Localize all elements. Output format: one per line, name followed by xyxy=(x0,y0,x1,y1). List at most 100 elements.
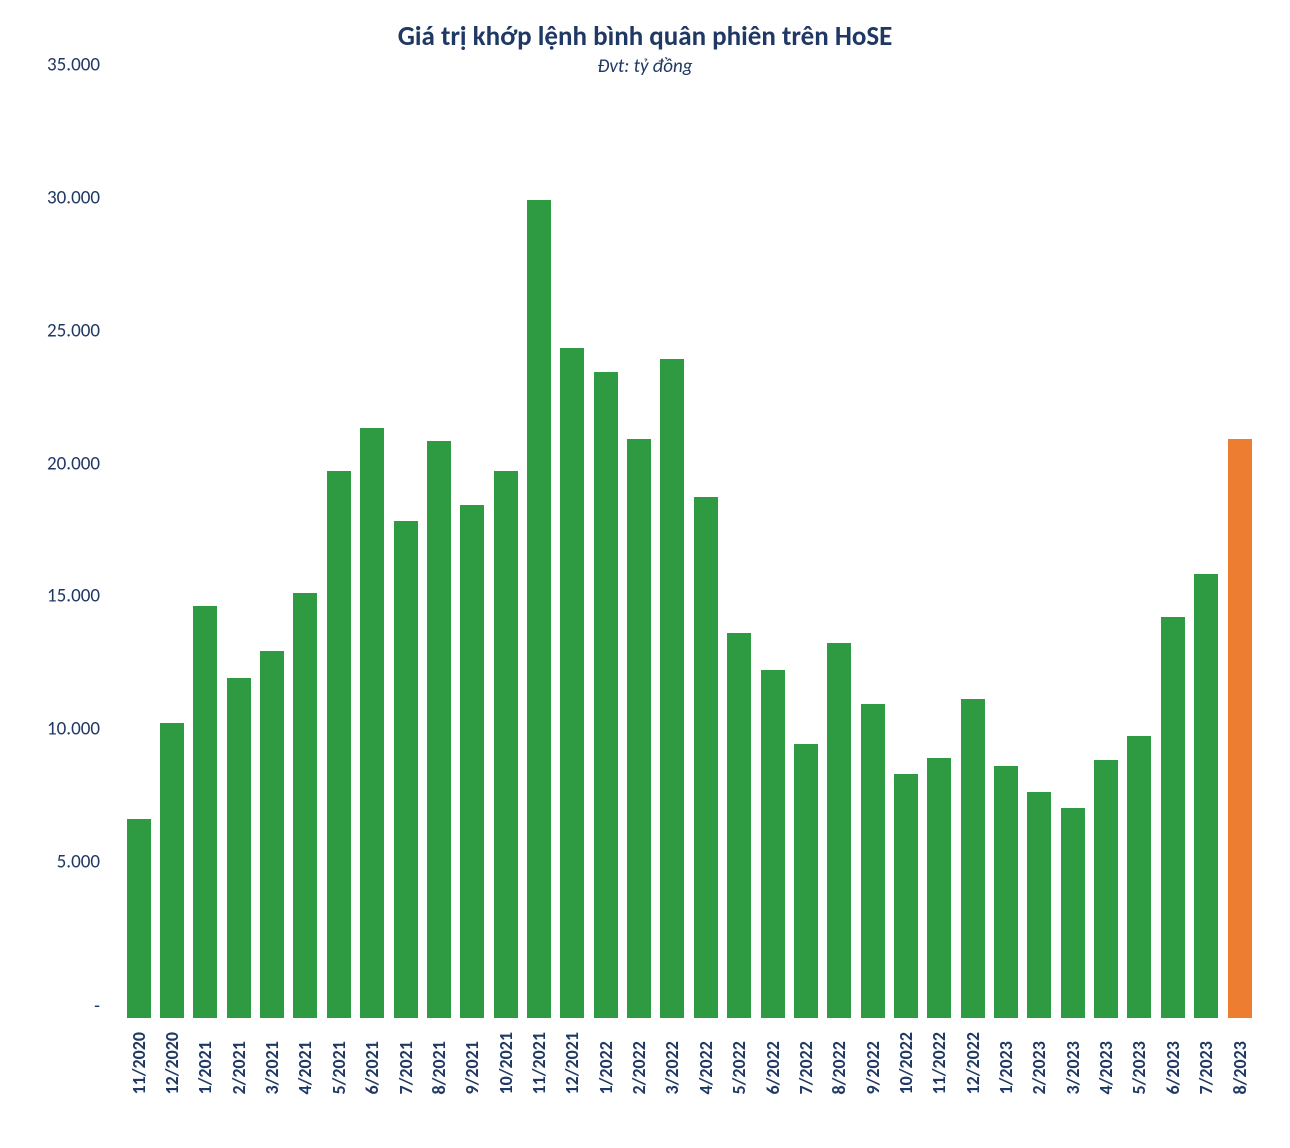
x-tick-label: 5/2023 xyxy=(1128,1032,1150,1094)
bar xyxy=(861,704,885,1018)
x-tick-slot: 8/2023 xyxy=(1223,1032,1256,1094)
x-tick-label: 7/2021 xyxy=(395,1032,417,1094)
bar-slot xyxy=(1123,88,1156,1018)
bar-slot xyxy=(656,88,689,1018)
x-axis: 11/202012/20201/20212/20213/20214/20215/… xyxy=(118,1032,1260,1094)
bar-slot xyxy=(989,88,1022,1018)
x-tick-label: 8/2023 xyxy=(1229,1032,1251,1094)
x-tick-label: 12/2022 xyxy=(962,1032,984,1094)
y-tick-label: 5.000 xyxy=(57,851,100,874)
x-tick-slot: 7/2023 xyxy=(1190,1032,1223,1094)
bar xyxy=(494,471,518,1018)
x-tick-slot: 11/2021 xyxy=(522,1032,555,1094)
x-tick-slot: 11/2022 xyxy=(923,1032,956,1094)
bar-slot xyxy=(422,88,455,1018)
bar-slot xyxy=(956,88,989,1018)
x-tick-label: 1/2023 xyxy=(995,1032,1017,1094)
y-tick-label: 20.000 xyxy=(47,452,100,475)
x-tick-slot: 3/2023 xyxy=(1056,1032,1089,1094)
bar-slot xyxy=(1190,88,1223,1018)
bar-slot xyxy=(322,88,355,1018)
x-tick-slot: 2/2021 xyxy=(222,1032,255,1094)
x-tick-slot: 1/2023 xyxy=(989,1032,1022,1094)
x-tick-label: 9/2021 xyxy=(461,1032,483,1094)
y-tick-label: 15.000 xyxy=(47,585,100,608)
y-tick-label: 30.000 xyxy=(47,186,100,209)
x-tick-slot: 3/2022 xyxy=(656,1032,689,1094)
x-tick-slot: 4/2022 xyxy=(689,1032,722,1094)
x-tick-label: 1/2022 xyxy=(595,1032,617,1094)
x-tick-slot: 9/2022 xyxy=(856,1032,889,1094)
x-tick-slot: 7/2022 xyxy=(789,1032,822,1094)
x-tick-label: 12/2021 xyxy=(561,1032,583,1094)
bar xyxy=(227,678,251,1018)
x-tick-slot: 12/2022 xyxy=(956,1032,989,1094)
x-tick-slot: 1/2021 xyxy=(189,1032,222,1094)
bar-slot xyxy=(722,88,755,1018)
x-tick-label: 9/2022 xyxy=(862,1032,884,1094)
bar-slot xyxy=(923,88,956,1018)
bar-slot xyxy=(1056,88,1089,1018)
bar xyxy=(527,200,551,1018)
bar xyxy=(894,774,918,1018)
bar xyxy=(1061,808,1085,1018)
bar xyxy=(761,670,785,1018)
bar-slot xyxy=(356,88,389,1018)
bar-slot xyxy=(389,88,422,1018)
bar xyxy=(427,441,451,1018)
bar xyxy=(127,819,151,1018)
bar xyxy=(594,372,618,1018)
bar xyxy=(193,606,217,1018)
bar xyxy=(560,348,584,1018)
bar-slot xyxy=(1223,88,1256,1018)
bar xyxy=(1027,792,1051,1018)
bar xyxy=(293,593,317,1018)
x-tick-slot: 9/2021 xyxy=(456,1032,489,1094)
bar-slot xyxy=(689,88,722,1018)
x-tick-label: 2/2021 xyxy=(228,1032,250,1094)
x-tick-label: 5/2021 xyxy=(328,1032,350,1094)
bar-slot xyxy=(756,88,789,1018)
bar xyxy=(460,505,484,1018)
x-tick-label: 6/2023 xyxy=(1162,1032,1184,1094)
x-tick-slot: 2/2023 xyxy=(1023,1032,1056,1094)
bar xyxy=(727,633,751,1018)
bar-slot xyxy=(1023,88,1056,1018)
x-tick-slot: 2/2022 xyxy=(622,1032,655,1094)
bar-slot xyxy=(255,88,288,1018)
bar-slot xyxy=(556,88,589,1018)
x-tick-label: 4/2021 xyxy=(294,1032,316,1094)
y-axis: -5.00010.00015.00020.00025.00030.00035.0… xyxy=(30,88,118,1018)
x-tick-label: 4/2023 xyxy=(1095,1032,1117,1094)
y-tick-label: 35.000 xyxy=(47,54,100,77)
bar xyxy=(994,766,1018,1018)
bar-slot xyxy=(889,88,922,1018)
bar-slot xyxy=(489,88,522,1018)
x-tick-slot: 10/2022 xyxy=(889,1032,922,1094)
plot-wrapper: -5.00010.00015.00020.00025.00030.00035.0… xyxy=(30,88,1260,1018)
x-tick-slot: 1/2022 xyxy=(589,1032,622,1094)
x-tick-label: 11/2020 xyxy=(128,1032,150,1094)
bar-slot xyxy=(522,88,555,1018)
bar-slot xyxy=(155,88,188,1018)
x-tick-label: 11/2022 xyxy=(928,1032,950,1094)
chart-subtitle: Đvt: tỷ đồng xyxy=(30,55,1260,78)
x-tick-slot: 5/2021 xyxy=(322,1032,355,1094)
x-tick-label: 6/2021 xyxy=(361,1032,383,1094)
x-tick-slot: 12/2020 xyxy=(155,1032,188,1094)
bar xyxy=(1228,439,1252,1018)
bar xyxy=(360,428,384,1018)
x-tick-slot: 10/2021 xyxy=(489,1032,522,1094)
y-tick-label: 25.000 xyxy=(47,319,100,342)
x-tick-label: 7/2023 xyxy=(1195,1032,1217,1094)
x-tick-label: 3/2022 xyxy=(661,1032,683,1094)
bar xyxy=(394,521,418,1018)
x-tick-label: 10/2022 xyxy=(895,1032,917,1094)
x-tick-slot: 4/2023 xyxy=(1089,1032,1122,1094)
bar xyxy=(1094,760,1118,1018)
x-tick-slot: 5/2023 xyxy=(1123,1032,1156,1094)
x-tick-label: 8/2022 xyxy=(828,1032,850,1094)
bar xyxy=(694,497,718,1018)
plot-area xyxy=(118,88,1260,1018)
x-tick-label: 7/2022 xyxy=(795,1032,817,1094)
